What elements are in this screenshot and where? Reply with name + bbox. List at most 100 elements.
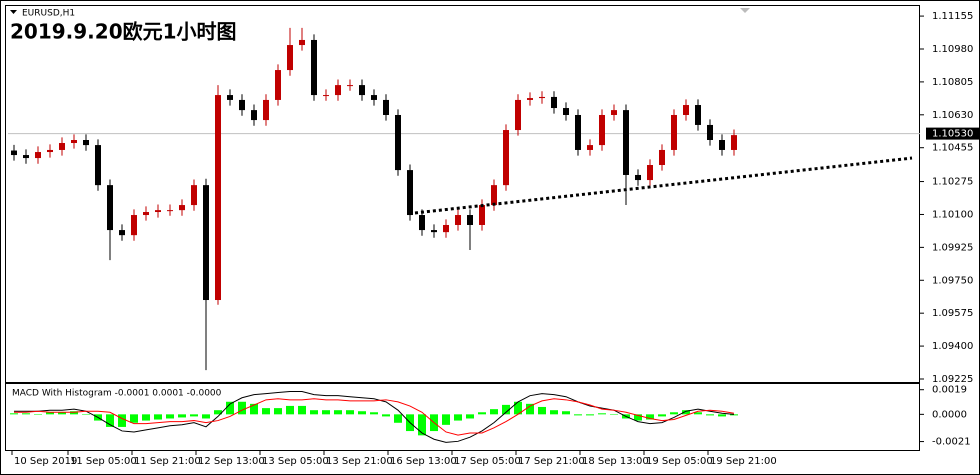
histogram-bar xyxy=(346,410,354,415)
histogram-bar xyxy=(598,413,606,415)
candle-body xyxy=(611,110,617,115)
y-tick-label: 0.0000 xyxy=(932,409,967,420)
y-tick-label: 1.10805 xyxy=(932,77,973,88)
histogram-bar xyxy=(562,411,570,415)
candle-body xyxy=(275,70,281,100)
histogram-bar xyxy=(502,404,510,415)
x-tick-label: 13 Sep 21:00 xyxy=(326,456,393,467)
candle-body xyxy=(95,145,101,186)
histogram-bar xyxy=(82,414,90,415)
x-tick-label: 19 Sep 21:00 xyxy=(710,456,777,467)
candle-body xyxy=(551,96,557,109)
candle-body xyxy=(335,85,341,96)
candle-body xyxy=(587,145,593,150)
candle-body xyxy=(683,105,689,115)
candle-body xyxy=(431,230,437,233)
main-panel xyxy=(5,5,920,383)
symbol: EURUSD,H1 xyxy=(22,9,75,19)
candle-body xyxy=(203,185,209,301)
y-tick-label: 1.09400 xyxy=(932,341,973,352)
histogram-bar xyxy=(10,413,18,415)
candle-body xyxy=(515,99,521,131)
candle-body xyxy=(719,140,725,150)
histogram-bar xyxy=(694,412,702,415)
histogram-bar xyxy=(190,414,198,417)
candle-body xyxy=(35,152,41,159)
candle-body xyxy=(263,99,269,121)
histogram-bar xyxy=(586,414,594,416)
candle-body xyxy=(359,85,365,96)
current-price-box xyxy=(926,127,980,140)
candle-body xyxy=(239,99,245,111)
histogram-bar xyxy=(370,412,378,415)
histogram-bar xyxy=(238,401,246,415)
histogram-bar xyxy=(514,401,522,415)
candle-body xyxy=(299,39,305,46)
candle-body xyxy=(623,110,629,175)
candle-body xyxy=(155,210,161,213)
histogram-bar xyxy=(442,414,450,425)
histogram-bar xyxy=(214,410,222,415)
histogram-bar xyxy=(718,414,726,417)
candle-body xyxy=(647,165,653,181)
histogram-bar xyxy=(706,414,714,416)
candle-body xyxy=(527,98,533,100)
candle-body xyxy=(71,140,77,144)
histogram-bar xyxy=(142,414,150,421)
candle-body xyxy=(563,108,569,115)
macd-line xyxy=(14,398,735,436)
histogram-bar xyxy=(454,414,462,421)
histogram-bar xyxy=(178,414,186,418)
x-tick-label: 18 Sep 13:00 xyxy=(582,456,649,467)
histogram-bar xyxy=(526,403,534,415)
histogram-bar xyxy=(262,408,270,415)
y-tick-label: 1.09750 xyxy=(932,275,973,286)
y-tick-label: 1.09925 xyxy=(932,242,973,253)
y-tick-label: 1.10275 xyxy=(932,177,973,188)
candle-body xyxy=(191,185,197,206)
histogram-bar xyxy=(538,406,546,415)
histogram-bar xyxy=(550,410,558,415)
histogram-bar xyxy=(58,412,66,415)
histogram-bar xyxy=(106,414,114,427)
trend-line xyxy=(414,156,913,215)
macd-title: MACD With Histogram -0.0001 0.0001 -0.00… xyxy=(12,389,222,399)
histogram-bar xyxy=(610,414,618,415)
histogram-bar xyxy=(154,414,162,420)
x-tick-label: 12 Sep 13:00 xyxy=(198,456,265,467)
histogram-bar xyxy=(658,414,666,417)
candle-body xyxy=(575,114,581,150)
histogram-bar xyxy=(646,414,654,420)
candle-body xyxy=(11,150,17,156)
histogram-bar xyxy=(634,414,642,421)
candle-body xyxy=(467,215,473,225)
candle-body xyxy=(287,45,293,71)
x-tick-label: 13 Sep 05:00 xyxy=(262,456,329,467)
histogram-bar xyxy=(250,403,258,415)
histogram-bar xyxy=(286,405,294,415)
y-tick-label: 1.09575 xyxy=(932,308,973,319)
histogram-bar xyxy=(490,409,498,415)
histogram-bar xyxy=(22,413,30,415)
histogram-bar xyxy=(478,412,486,415)
candle-body xyxy=(707,124,713,140)
candle-body xyxy=(371,95,377,100)
histogram-bar xyxy=(310,410,318,415)
y-tick-label: 1.10980 xyxy=(932,44,973,55)
histogram-bar xyxy=(466,414,474,419)
histogram-bar xyxy=(682,410,690,415)
candle-body xyxy=(671,114,677,150)
histogram-bar xyxy=(574,414,582,416)
y-tick-label: -0.0021 xyxy=(932,437,971,448)
candle-body xyxy=(143,212,149,216)
histogram-bar xyxy=(670,412,678,415)
histogram-bar xyxy=(70,411,78,415)
candle-body xyxy=(311,39,317,96)
candle-body xyxy=(491,185,497,206)
candle-body xyxy=(167,210,173,212)
histogram-bar xyxy=(730,414,738,416)
y-tick-label: 0.0019 xyxy=(932,385,967,396)
y-tick-label: 1.09225 xyxy=(932,374,973,385)
candle-body xyxy=(119,230,125,236)
